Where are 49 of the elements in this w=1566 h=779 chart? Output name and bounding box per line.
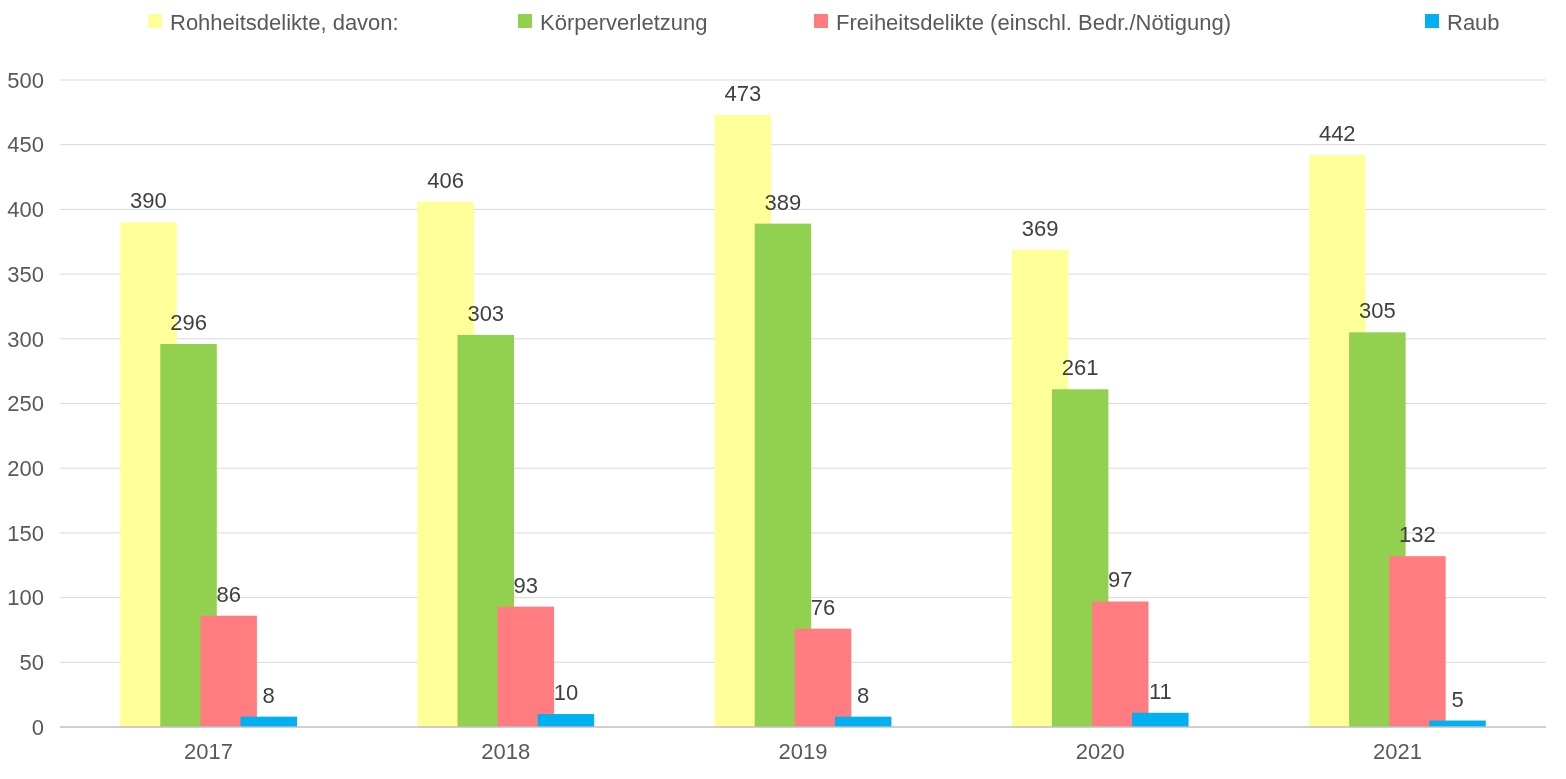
data-label: 93 [513, 572, 539, 598]
y-tick-label: 250 [7, 391, 44, 417]
x-tick-label: 2021 [1372, 739, 1422, 764]
data-label: 8 [857, 682, 870, 708]
data-label: 10 [553, 680, 579, 706]
x-tick-label: 2020 [1075, 739, 1125, 764]
data-label: 86 [216, 581, 241, 607]
bar [1092, 601, 1149, 727]
data-label: 473 [724, 80, 762, 106]
y-tick-label: 150 [7, 520, 44, 546]
data-label: 5 [1451, 686, 1464, 712]
x-tick-label: 2019 [778, 739, 828, 764]
bar [160, 343, 217, 727]
data-label: 8 [262, 682, 275, 708]
data-label: 303 [467, 300, 505, 326]
bar [1132, 712, 1189, 727]
legend-label: Freiheitsdelikte (einschl. Bedr./Nötigung) [836, 9, 1231, 35]
bar [457, 334, 514, 727]
legend-label: Körperverletzung [540, 9, 708, 35]
data-label: 11 [1148, 678, 1172, 704]
bar [794, 628, 852, 727]
bar [537, 714, 595, 727]
y-tick-label: 100 [7, 585, 44, 611]
y-tick-label: 0 [31, 714, 44, 740]
bar [1389, 556, 1446, 727]
data-label: 390 [130, 188, 167, 214]
data-label: 389 [764, 189, 802, 215]
y-tick-label: 50 [19, 650, 44, 675]
y-tick-label: 350 [7, 261, 44, 287]
bar [200, 615, 257, 727]
x-tick-label: 2017 [184, 739, 234, 764]
x-tick-label: 2018 [481, 739, 531, 764]
data-label: 76 [810, 594, 836, 620]
y-tick-label: 500 [7, 67, 44, 93]
bar [754, 223, 812, 727]
data-label: 406 [427, 167, 465, 193]
bar [497, 606, 555, 727]
data-label: 261 [1061, 355, 1099, 381]
y-tick-label: 200 [7, 455, 44, 481]
y-tick-label: 450 [7, 132, 44, 158]
data-label: 305 [1358, 298, 1396, 324]
data-label: 442 [1318, 121, 1356, 147]
y-tick-label: 400 [7, 197, 44, 223]
data-label: 369 [1021, 215, 1059, 241]
y-tick-label: 300 [7, 326, 44, 352]
legend-label: Raub [1447, 9, 1500, 35]
legend-label: Rohheitsdelikte, davon: [170, 9, 399, 35]
data-label: 296 [170, 309, 207, 335]
data-label: 97 [1108, 567, 1133, 593]
